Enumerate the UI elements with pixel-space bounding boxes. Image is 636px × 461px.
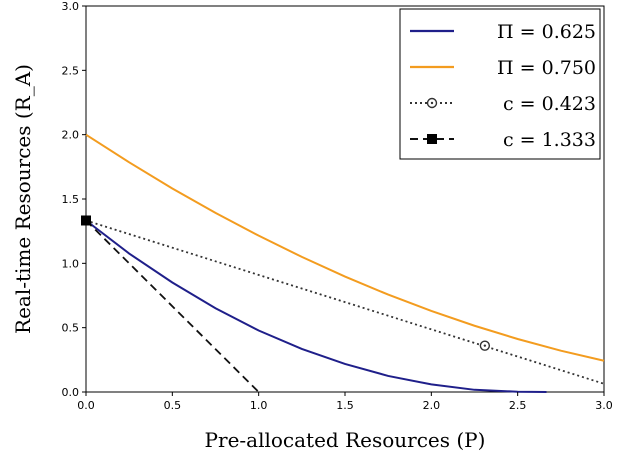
x-tick-label: 1.5 xyxy=(336,399,354,412)
y-tick-label: 2.0 xyxy=(62,129,80,142)
y-tick-label: 0.0 xyxy=(62,386,80,399)
y-tick-label: 1.5 xyxy=(62,193,80,206)
series-line-3 xyxy=(85,219,260,393)
x-axis-label: Pre-allocated Resources (P) xyxy=(205,428,486,452)
legend-label-3: c = 1.333 xyxy=(503,129,596,151)
x-tick-label: 0.0 xyxy=(77,399,95,412)
x-tick-label: 2.0 xyxy=(423,399,441,412)
series-line-1 xyxy=(85,133,605,362)
legend-label-1: Π = 0.750 xyxy=(497,57,596,79)
y-tick-label: 1.0 xyxy=(62,257,80,270)
series-layer xyxy=(81,133,605,393)
legend-label-0: Π = 0.625 xyxy=(497,21,596,43)
y-axis-label: Real-time Resources (R_A) xyxy=(11,64,35,334)
series-marker-2-center xyxy=(483,344,487,347)
y-tick-label: 0.5 xyxy=(62,322,80,335)
y-tick-label: 3.0 xyxy=(62,0,80,13)
x-tick-label: 3.0 xyxy=(595,399,613,412)
legend-box xyxy=(399,8,601,160)
legend-items: Π = 0.625 Π = 0.750 c = 0.423 c = 1.333 xyxy=(410,21,596,151)
tick-layer: 0.0 0.5 1.0 1.5 2.0 2.5 3.0 0.0 0.5 1.0 1.5 2.0 2.5 3… xyxy=(62,0,613,412)
series-line-0 xyxy=(85,219,547,393)
series-marker-3 xyxy=(81,215,91,226)
x-tick-label: 1.0 xyxy=(250,399,268,412)
x-tick-label: 2.5 xyxy=(509,399,527,412)
series-line-2 xyxy=(85,219,605,385)
legend-marker-2-center xyxy=(430,101,434,105)
x-tick-label: 0.5 xyxy=(164,399,182,412)
y-tick-label: 2.5 xyxy=(62,64,80,77)
legend-label-2: c = 0.423 xyxy=(503,93,596,115)
legend-marker-3 xyxy=(427,134,437,144)
legend: Π = 0.625 Π = 0.750 c = 0.423 c = 1.333 xyxy=(399,8,601,160)
